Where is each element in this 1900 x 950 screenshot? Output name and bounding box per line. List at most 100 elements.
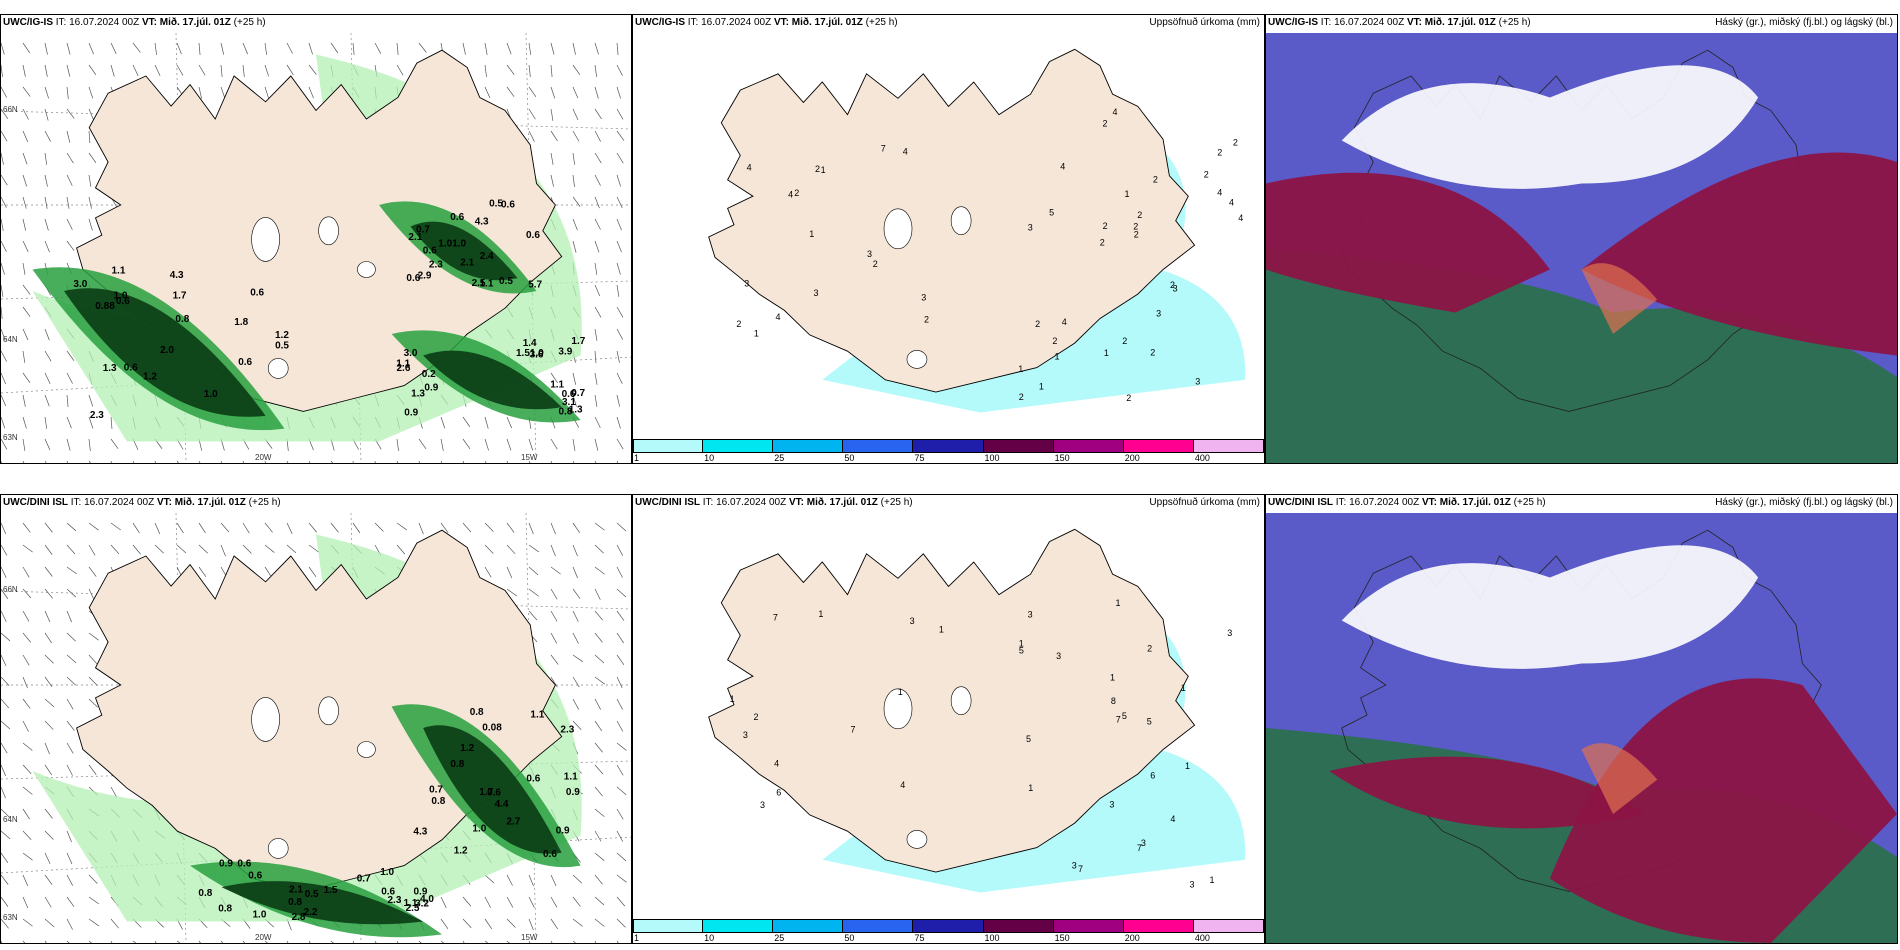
wind-barb [550, 918, 558, 930]
wind-barb [88, 698, 98, 708]
wind-barb [44, 108, 49, 121]
wind-barb [22, 174, 28, 187]
wind-barb [264, 460, 266, 463]
precip-value-label: 3 [1109, 800, 1114, 810]
wind-barb [1, 852, 9, 863]
wind-barb [484, 918, 493, 930]
wind-barb [44, 632, 52, 644]
wind-value-label: 0.7 [429, 784, 443, 795]
wind-barb [198, 64, 206, 76]
colorbar-swatch [633, 919, 704, 933]
wind-value-label: 0.8 [559, 406, 573, 417]
wind-value-label: 0.9 [414, 887, 428, 898]
wind-map[interactable]: 0.60.61.51.01.21.01.00.70.60.50.60.60.71… [1, 33, 631, 463]
wind-barb [44, 720, 54, 730]
wind-value-label: 5.7 [528, 279, 542, 290]
precip-value-label: 1 [898, 687, 903, 697]
wind-barb [66, 896, 75, 907]
precip-map[interactable]: 2321212122111234243423247433224534422123… [633, 33, 1264, 441]
wind-barb [616, 764, 624, 776]
wind-barb [550, 64, 553, 77]
precip-value-label: 1 [754, 328, 759, 338]
precip-value-label: 4 [788, 190, 793, 200]
wind-value-label: 0.9 [556, 825, 570, 836]
wind-barb [506, 438, 512, 451]
precip-value-label: 3 [760, 800, 765, 810]
wind-barb [594, 632, 603, 643]
wind-value-label: 2.3 [388, 895, 402, 906]
wind-barb [1, 86, 7, 98]
wind-barb [594, 240, 600, 253]
wind-value-label: 1.4 [523, 338, 537, 349]
wind-barb [594, 830, 602, 842]
wind-barb [1, 218, 4, 231]
cloud-mid-area [1329, 756, 1645, 829]
wind-barb [22, 698, 31, 709]
wind-barb [22, 632, 31, 643]
precip-value-label: 1 [1019, 639, 1024, 649]
colorbar-frame [633, 919, 1264, 933]
wind-barb [66, 394, 69, 407]
wind-barb [594, 874, 603, 885]
wind-barb [1, 632, 11, 642]
wind-barb [550, 152, 554, 165]
panel-title: UWC/DINI ISL IT: 16.07.2024 00Z VT: Mið.… [1268, 497, 1546, 508]
wind-barb [308, 42, 313, 55]
wind-barb [594, 566, 605, 575]
wind-barb [66, 108, 75, 119]
wind-barb [506, 522, 515, 533]
wind-barb [506, 566, 513, 579]
wind-barb [198, 940, 201, 943]
precip-value-label: 3 [1028, 222, 1033, 232]
precip-value-label: 4 [900, 780, 905, 790]
wind-barb [22, 130, 29, 143]
wind-barb [22, 152, 28, 165]
cloud-map[interactable] [1266, 33, 1897, 463]
glacier [950, 686, 972, 715]
wind-barb [66, 438, 71, 451]
wind-barb [88, 108, 94, 121]
wind-barb [594, 372, 598, 385]
wind-map[interactable]: 1.51.10.82.72.10.90.60.70.91.10.71.72.24… [1, 513, 631, 943]
wind-barb [528, 108, 536, 120]
wind-value-label: 0.6 [423, 246, 437, 257]
wind-barb [1, 64, 3, 77]
precip-value-label: 2 [1133, 222, 1138, 232]
wind-barb [88, 676, 98, 686]
precip-value-label: 2 [1147, 644, 1152, 654]
wind-value-label: 1.3 [411, 389, 425, 400]
precip-value-label: 1 [1210, 875, 1215, 885]
wind-barb [528, 918, 534, 931]
wind-barb [1, 742, 8, 754]
wind-barb [22, 240, 29, 252]
wind-barb [616, 350, 620, 363]
wind-barb [44, 896, 52, 908]
wind-barb [22, 764, 32, 774]
wind-barb [616, 394, 621, 407]
wind-value-label: 0.5 [305, 889, 319, 900]
wind-value-label: 1.0 [472, 824, 486, 835]
wind-value-label: 1.01.0 [438, 239, 466, 250]
wind-barb [176, 64, 184, 76]
clear-area [1341, 65, 1759, 189]
wind-barb [132, 522, 140, 534]
wind-value-label: 0.7 [571, 388, 585, 399]
wind-barb [594, 918, 605, 927]
cloud-map[interactable] [1266, 513, 1897, 943]
wind-barb [44, 742, 50, 755]
cloud-overlap-area [1581, 743, 1658, 814]
colorbar-frame [633, 439, 1264, 453]
wind-barb [572, 610, 579, 622]
wind-barb [264, 42, 267, 55]
precip-value-label: 2 [1019, 392, 1024, 402]
wind-barb [550, 42, 555, 55]
wind-barb [550, 86, 556, 99]
wind-value-label: 2.4 [480, 251, 494, 262]
wind-barb [396, 460, 399, 463]
wind-barb [550, 130, 558, 142]
wind-barb [88, 896, 100, 905]
wind-value-label: 1.8 [234, 317, 248, 328]
precip-value-label: 7 [1116, 715, 1121, 725]
wind-barb [396, 64, 404, 76]
